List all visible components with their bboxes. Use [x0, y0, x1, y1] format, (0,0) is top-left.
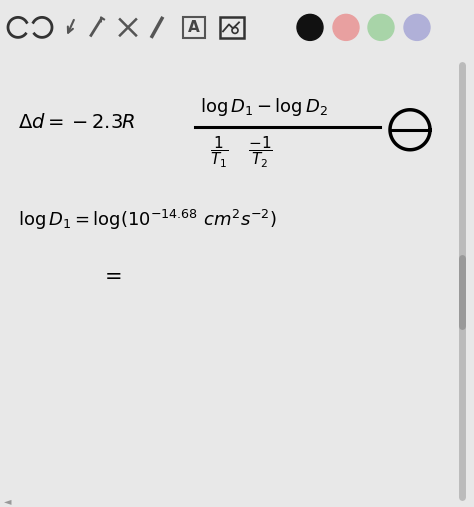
Circle shape — [368, 14, 394, 41]
Text: $\log D_1 = \log\!\left(10^{-14.68}\ cm^2s^{-2}\right)$: $\log D_1 = \log\!\left(10^{-14.68}\ cm^… — [18, 208, 277, 232]
Text: $\log D_1 - \log D_2$: $\log D_1 - \log D_2$ — [200, 96, 328, 118]
Text: $=$: $=$ — [100, 265, 121, 285]
Text: ◄: ◄ — [4, 496, 12, 506]
Circle shape — [404, 14, 430, 41]
Text: A: A — [188, 20, 200, 35]
Circle shape — [297, 14, 323, 41]
Text: $\dfrac{1}{T_1} \ \ \ \ \dfrac{-1}{T_2}$: $\dfrac{1}{T_1} \ \ \ \ \dfrac{-1}{T_2}$ — [210, 135, 273, 170]
Text: $\Delta d = -2.3R$: $\Delta d = -2.3R$ — [18, 113, 136, 132]
Circle shape — [333, 14, 359, 41]
